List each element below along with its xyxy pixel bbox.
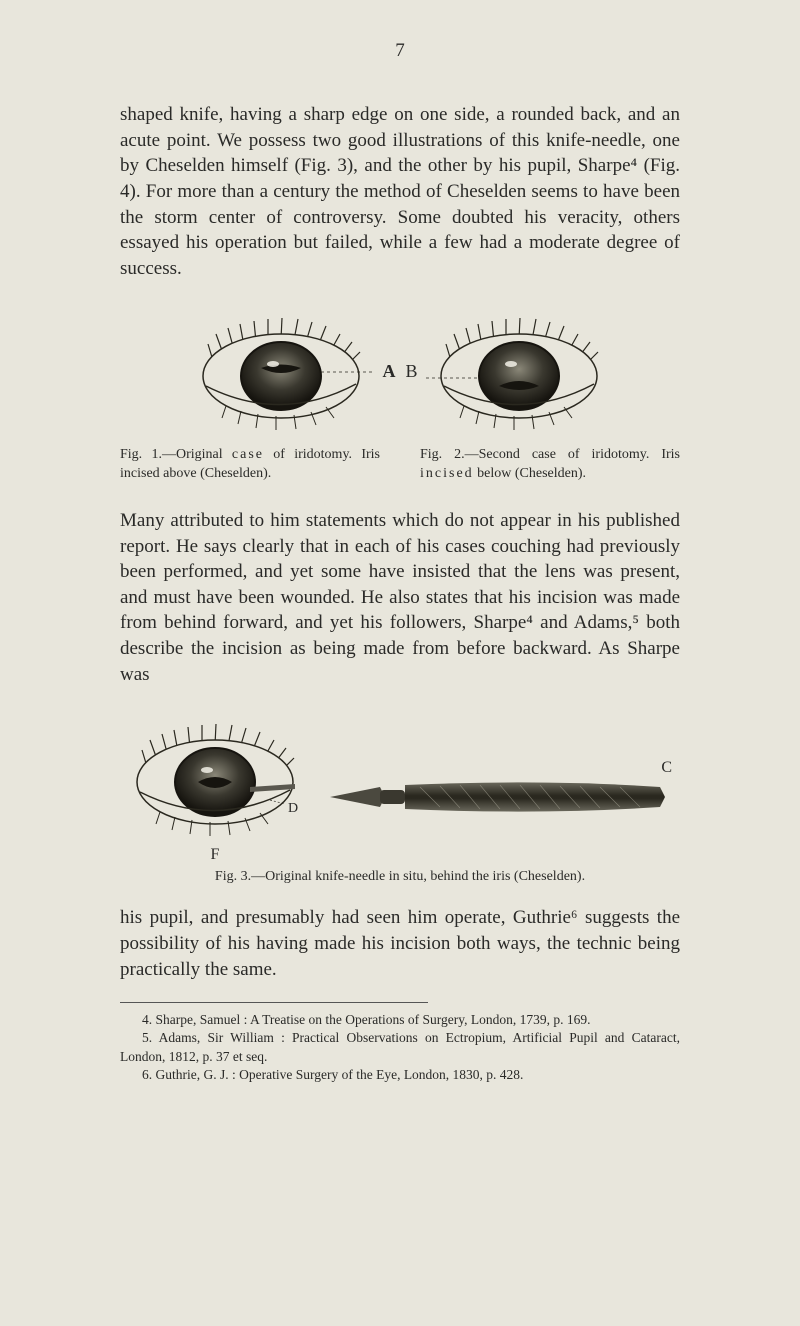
figure-1: A <box>186 306 395 436</box>
figure-1-letter: A <box>382 361 395 382</box>
figure-3-letter-D-svg: D <box>288 801 298 816</box>
paragraph-3: his pupil, and presumably had seen him o… <box>120 905 680 982</box>
caption-fig-2-lead: Fig. 2.—Second case of iridotomy. Iris <box>420 447 680 462</box>
figure-3-eye-wrap: D F <box>120 712 310 864</box>
caption-fig-3: Fig. 3.—Original knife-needle in situ, b… <box>120 869 680 885</box>
eye-illustration-1 <box>186 306 376 436</box>
caption-fig-2-spaced: incised <box>420 466 474 481</box>
caption-fig-2: Fig. 2.—Second case of iridotomy. Iris i… <box>420 446 680 482</box>
figure-3-needle-wrap: C <box>330 759 680 817</box>
caption-fig-1-spaced: case <box>232 447 264 462</box>
caption-fig-1-lead: Fig. 1.—Original <box>120 447 232 462</box>
page-number: 7 <box>120 40 680 62</box>
caption-fig-1: Fig. 1.—Original case of iridotomy. Iris… <box>120 446 380 482</box>
paragraph-1-text: shaped knife, having a sharp edge on one… <box>120 104 680 279</box>
paragraph-1: shaped knife, having a sharp edge on one… <box>120 102 680 281</box>
paragraph-2: Many attributed to him statements which … <box>120 508 680 687</box>
eye-illustration-3: D <box>120 712 310 842</box>
figure-2-letter: B <box>405 361 417 382</box>
footnote-6: 6. Guthrie, G. J. : Operative Surgery of… <box>120 1066 680 1084</box>
paragraph-3-text: his pupil, and presumably had seen him o… <box>120 907 680 979</box>
figure-2: B <box>405 306 613 436</box>
caption-row-1-2: Fig. 1.—Original case of iridotomy. Iris… <box>120 446 680 482</box>
page: 7 shaped knife, having a sharp edge on o… <box>0 0 800 1326</box>
footnote-4: 4. Sharpe, Samuel : A Treatise on the Op… <box>120 1011 680 1029</box>
footnote-5: 5. Adams, Sir William : Practical Observ… <box>120 1029 680 1065</box>
figure-3-letter-F: F <box>120 846 310 864</box>
figure-row-1-2: A B <box>120 306 680 436</box>
eye-illustration-2 <box>424 306 614 436</box>
knife-needle-illustration <box>330 777 670 817</box>
paragraph-2-text: Many attributed to him statements which … <box>120 510 680 685</box>
figure-3-letter-C: C <box>330 759 680 777</box>
footnotes: 4. Sharpe, Samuel : A Treatise on the Op… <box>120 1002 428 1084</box>
figure-3: D F C <box>120 712 680 864</box>
caption-fig-2-tail: below (Cheselden). <box>474 466 586 481</box>
